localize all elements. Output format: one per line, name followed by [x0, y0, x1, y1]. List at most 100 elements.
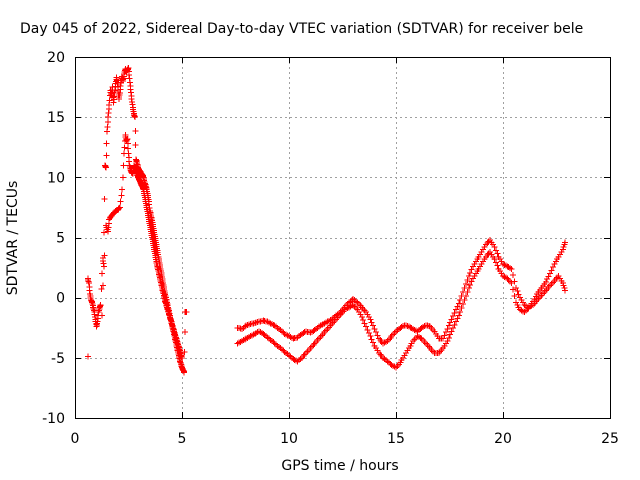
- data-point: [455, 312, 462, 319]
- data-point: [545, 273, 552, 280]
- y-tick-label: 5: [56, 231, 65, 247]
- data-point: [562, 239, 569, 246]
- data-point: [103, 140, 110, 147]
- data-point: [445, 334, 452, 341]
- data-point: [100, 263, 107, 270]
- data-point: [454, 315, 461, 322]
- data-point: [368, 319, 375, 326]
- data-point: [132, 128, 139, 135]
- data-point: [467, 281, 474, 288]
- y-tick-label: 20: [47, 50, 65, 66]
- y-tick-label: 15: [47, 110, 65, 126]
- data-point: [465, 285, 472, 292]
- data-point: [464, 289, 471, 296]
- x-tick-label: 25: [601, 431, 619, 447]
- data-point: [509, 272, 516, 279]
- data-point: [297, 356, 304, 363]
- data-point: [132, 142, 139, 149]
- y-tick-label: 0: [56, 291, 65, 307]
- data-point: [455, 300, 462, 307]
- y-axis-label: SDTVAR / TECUs: [5, 181, 21, 296]
- data-point: [444, 337, 451, 344]
- data-point: [119, 186, 126, 193]
- data-point: [451, 309, 458, 316]
- data-point: [183, 309, 190, 316]
- data-point: [450, 325, 457, 332]
- data-point: [448, 316, 455, 323]
- data-point: [119, 174, 126, 181]
- data-point: [131, 114, 138, 121]
- data-point: [542, 279, 549, 286]
- data-point: [468, 266, 475, 273]
- data-point: [458, 305, 465, 312]
- data-point: [370, 339, 377, 346]
- data-point: [368, 336, 375, 343]
- data-point: [348, 302, 355, 309]
- data-point: [363, 323, 370, 330]
- data-point: [101, 229, 108, 236]
- data-point: [457, 309, 464, 316]
- data-point: [448, 328, 455, 335]
- data-point: [98, 286, 105, 293]
- data-point: [181, 369, 188, 376]
- data-point: [447, 319, 454, 326]
- data-point: [444, 325, 451, 332]
- data-point: [509, 286, 516, 293]
- data-point: [465, 273, 472, 280]
- y-tick-label: 10: [47, 170, 65, 186]
- data-point: [84, 353, 91, 360]
- data-point: [116, 204, 123, 211]
- data-point: [101, 195, 108, 202]
- data-point: [103, 152, 110, 159]
- data-point: [508, 280, 515, 287]
- data-point: [494, 250, 501, 257]
- data-point: [464, 277, 471, 284]
- data-point: [117, 198, 124, 205]
- axis-ticks: 0 5 10 15 20 25 -10 -5 0 5 10 15 20: [42, 50, 619, 447]
- data-point: [491, 244, 498, 251]
- data-point: [118, 192, 125, 199]
- data-point: [116, 205, 123, 212]
- data-point: [519, 308, 526, 315]
- data-point: [121, 144, 128, 151]
- data-point: [454, 303, 461, 310]
- data-point: [491, 256, 498, 263]
- data-point: [452, 306, 459, 313]
- data-point: [361, 320, 368, 327]
- data-point: [367, 333, 374, 340]
- data-point: [373, 329, 380, 336]
- x-tick-label: 15: [387, 431, 405, 447]
- data-point: [442, 329, 449, 336]
- data-point: [515, 291, 522, 298]
- data-point: [547, 270, 554, 277]
- data-point: [511, 293, 518, 300]
- data-point: [494, 262, 501, 269]
- data-point: [461, 297, 468, 304]
- data-point: [562, 287, 569, 294]
- data-point: [467, 269, 474, 276]
- data-point: [100, 282, 107, 289]
- data-point: [492, 247, 499, 254]
- data-point: [353, 298, 360, 305]
- grid: [75, 57, 610, 418]
- x-tick-label: 20: [494, 431, 512, 447]
- data-points: [84, 64, 569, 376]
- data-point: [98, 312, 105, 319]
- data-point: [440, 335, 447, 342]
- x-tick-label: 5: [178, 431, 187, 447]
- data-point: [447, 331, 454, 338]
- data-point: [462, 281, 469, 288]
- x-axis-label: GPS time / hours: [281, 458, 398, 474]
- data-point: [371, 325, 378, 332]
- data-point: [97, 301, 104, 308]
- data-point: [508, 265, 515, 272]
- data-point: [101, 252, 108, 259]
- data-point: [360, 317, 367, 324]
- data-point: [468, 278, 475, 285]
- data-point: [364, 326, 371, 333]
- data-point: [358, 313, 365, 320]
- data-point: [181, 329, 188, 336]
- data-point: [445, 322, 452, 329]
- data-point: [452, 318, 459, 325]
- x-tick-label: 0: [71, 431, 80, 447]
